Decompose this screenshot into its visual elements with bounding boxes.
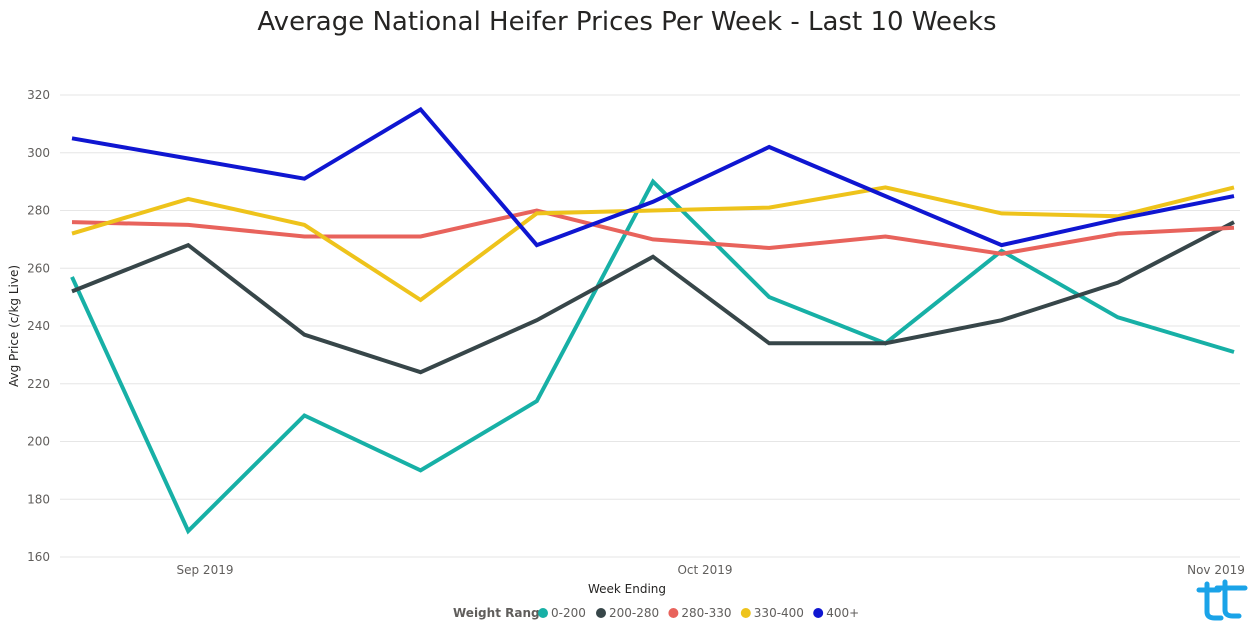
legend-entry[interactable]: 280-330 [681, 606, 731, 620]
y-axis-title: Avg Price (c/kg Live) [7, 265, 21, 387]
y-tick-label: 160 [27, 550, 50, 564]
y-tick-label: 280 [27, 204, 50, 218]
y-tick-label: 200 [27, 435, 50, 449]
legend-entry[interactable]: 330-400 [754, 606, 804, 620]
x-tick-label: Nov 2019 [1187, 563, 1245, 577]
x-tick-label: Sep 2019 [177, 563, 234, 577]
y-tick-label: 320 [27, 88, 50, 102]
legend-marker [538, 608, 548, 618]
legend-entry[interactable]: 0-200 [551, 606, 586, 620]
series-line-280-330 [71, 208, 1235, 256]
series-line-330-400 [71, 185, 1235, 303]
series-line-400+ [71, 106, 1235, 248]
y-tick-label: 260 [27, 261, 50, 275]
y-tick-label: 220 [27, 377, 50, 391]
series-line-200-280 [71, 220, 1235, 375]
x-axis-title: Week Ending [588, 582, 666, 596]
y-tick-label: 300 [27, 146, 50, 160]
legend-marker [813, 608, 824, 618]
chart-title: Average National Heifer Prices Per Week … [257, 7, 996, 37]
legend-marker [740, 608, 751, 618]
x-tick-label: Oct 2019 [677, 563, 732, 577]
legend-marker [668, 608, 679, 618]
legend-entry[interactable]: 400+ [826, 606, 859, 620]
brand-logo [1196, 579, 1248, 621]
series-line-0-200 [70, 178, 1235, 535]
legend-marker [596, 608, 606, 618]
legend-title: Weight Range [453, 606, 548, 620]
y-tick-label: 240 [27, 319, 50, 333]
legend-entry[interactable]: 200-280 [609, 606, 659, 620]
y-tick-label: 180 [27, 492, 50, 506]
